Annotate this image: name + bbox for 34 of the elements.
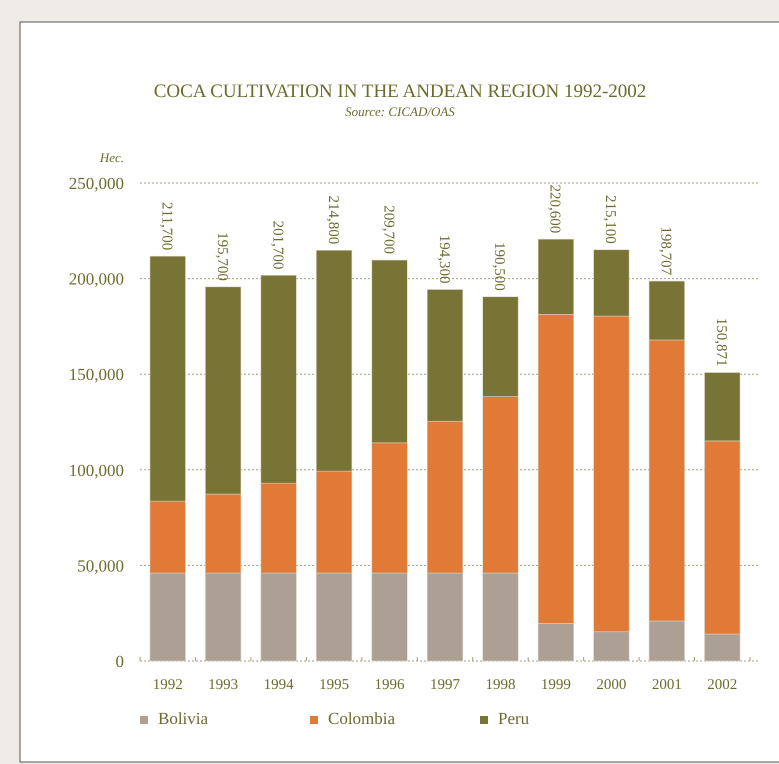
x-tick-label: 2002: [707, 677, 738, 693]
y-tick-label: 50,000: [77, 556, 124, 576]
x-tick-label: 1992: [152, 677, 183, 693]
x-tick-label: 1993: [208, 677, 238, 693]
total-label: 190,500: [491, 242, 508, 291]
total-label: 201,700: [269, 220, 286, 270]
total-label: 195,700: [214, 232, 230, 281]
x-tick-label: 1995: [319, 677, 350, 693]
x-tick-label: 1997: [430, 677, 460, 693]
x-tick-label: 1999: [540, 677, 571, 693]
x-tick-label: 1996: [374, 677, 406, 693]
x-tick-label: 1994: [264, 677, 294, 693]
total-label: 209,700: [380, 205, 396, 254]
y-tick-label: 0: [116, 652, 124, 671]
total-label: 214,800: [324, 196, 341, 244]
total-label: 211,700: [158, 202, 174, 250]
legend-label: Bolivia: [158, 709, 209, 728]
y-tick-label: 150,000: [68, 365, 124, 384]
x-tick-label: 2000: [596, 677, 626, 693]
y-tick-label: 250,000: [68, 174, 124, 193]
total-label: 198,707: [658, 226, 674, 276]
y-axis-title: Hec.: [98, 150, 124, 165]
total-label: 194,300: [436, 234, 452, 284]
chart-subtitle: Source: CICAD/OAS: [345, 104, 456, 119]
total-label: 150,871: [713, 318, 730, 367]
legend-label: Colombia: [328, 709, 396, 728]
total-label: 215,100: [602, 194, 618, 244]
legend-label: Peru: [498, 709, 530, 728]
y-tick-label: 200,000: [68, 270, 124, 289]
x-tick-label: 2001: [652, 677, 682, 693]
x-tick-label: 1998: [485, 677, 516, 693]
total-label: 220,600: [546, 184, 563, 234]
chart-title: COCA CULTIVATION IN THE ANDEAN REGION 1992-2002: [154, 81, 646, 102]
y-tick-label: 100,000: [68, 460, 124, 480]
